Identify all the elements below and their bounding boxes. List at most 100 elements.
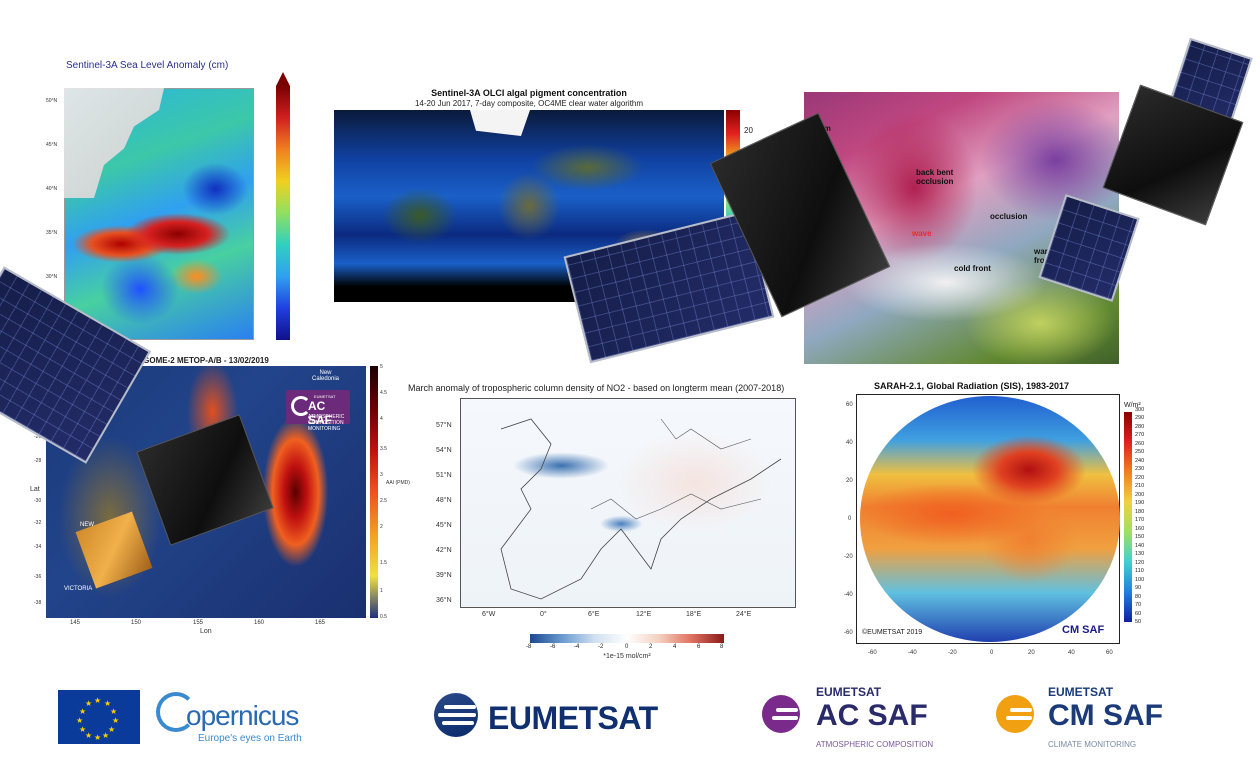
gome2-cbar-tick: 4.5	[380, 390, 387, 396]
gome2-colorbar	[370, 366, 378, 618]
cmsaf-top-label: EUMETSAT	[1048, 685, 1114, 699]
gome2-place-victoria: VICTORIA	[64, 586, 93, 592]
no2-colorbar	[530, 634, 724, 643]
no2-lat-tick: 39°N	[436, 572, 452, 579]
no2-cbar-tick: 4	[673, 644, 677, 650]
sarah-cbar-tick: 240	[1135, 457, 1145, 464]
no2-lon-tick: 24°E	[736, 611, 752, 618]
sarah-colorbar	[1124, 412, 1132, 622]
copernicus-name: opernicus	[186, 700, 299, 731]
no2-lon-tick: 6°W	[482, 611, 496, 618]
no2-cbar-tick: 8	[720, 644, 724, 650]
eu-star-icon: ★	[104, 699, 112, 708]
gome2-y-tick: -34	[34, 544, 42, 550]
no2-cbar-tick: -4	[574, 644, 580, 650]
no2-lat-tick: 42°N	[436, 547, 452, 554]
gome2-y-tick: -36	[34, 574, 42, 580]
sarah-cbar-tick: 80	[1135, 593, 1142, 600]
sarah-x-tick: -40	[908, 650, 917, 656]
gome2-y-tick: -38	[34, 600, 42, 606]
eu-star-icon: ★	[79, 707, 87, 716]
fronts-label-cold-front: cold front	[954, 264, 991, 273]
no2-lat-tick: 45°N	[436, 522, 452, 529]
no2-lon-tick: 12°E	[636, 611, 652, 618]
sea-level-colorbar	[276, 86, 290, 340]
gome2-cbar-tick: 1.5	[380, 560, 387, 566]
sarah-unit: W/m²	[1124, 402, 1141, 409]
gome2-y-tick: -32	[34, 520, 42, 526]
sarah-cbar-tick: 70	[1135, 602, 1142, 609]
sea-level-lat-tick: 50°N	[46, 98, 58, 104]
algal-cbar-tick: 20	[744, 126, 753, 135]
fronts-label-wave: wave	[912, 229, 932, 238]
sarah-y-tick: -60	[844, 630, 853, 636]
sarah-cbar-tick: 280	[1135, 423, 1145, 430]
sarah-x-tick: -60	[868, 650, 877, 656]
gome2-y-tick: -28	[34, 458, 42, 464]
acsaf-name: AC SAF	[816, 699, 928, 732]
no2-cbar-unit: *1e-15 mol/cm²	[603, 653, 651, 660]
gome2-xlabel: Lon	[200, 628, 212, 635]
gome2-place-new-caledonia: New Caledonia	[312, 370, 340, 382]
sarah-y-tick: 60	[846, 402, 853, 408]
sarah-cbar-tick: 250	[1135, 449, 1145, 456]
sarah-cbar-tick: 300	[1135, 407, 1145, 413]
cmsaf-stripe	[1006, 716, 1032, 720]
no2-cbar-tick: -2	[598, 644, 604, 650]
no2-cbar-tick: 0	[625, 644, 629, 650]
cmsaf-swirl-icon	[996, 695, 1034, 733]
gome2-title: GOME-2 METOP-A/B - 13/02/2019	[143, 356, 269, 365]
sarah-y-tick: -40	[844, 592, 853, 598]
gome2-cbar-tick: 2	[380, 524, 383, 530]
sarah-cbar-tick: 200	[1135, 491, 1145, 498]
gome2-logo-top: EUMETSAT	[314, 394, 336, 399]
gome2-x-tick: 165	[315, 620, 326, 626]
eumetsat-globe-icon	[434, 693, 478, 737]
gome2-logo-name: AC SAF	[308, 399, 332, 427]
no2-cbar-tick: 6	[697, 644, 701, 650]
no2-lat-tick: 54°N	[436, 447, 452, 454]
sea-level-lat-tick: 45°N	[46, 142, 58, 148]
eu-star-icon: ★	[102, 731, 110, 740]
no2-cbar-tick: 2	[649, 644, 653, 650]
gome2-cbar-tick: 1	[380, 588, 383, 594]
sarah-cbar-tick: 220	[1135, 474, 1145, 481]
gome2-x-tick: 150	[131, 620, 142, 626]
eu-star-icon: ★	[112, 716, 120, 725]
no2-lat-tick: 51°N	[436, 472, 452, 479]
eu-star-icon: ★	[94, 733, 102, 742]
sarah-cbar-tick: 130	[1135, 551, 1145, 558]
algal-title: Sentinel-3A OLCI algal pigment concentra…	[431, 88, 627, 98]
gome2-cbar-tick: 5	[380, 364, 383, 370]
fronts-label-back-bent-occlusion: back bent occlusion	[916, 168, 954, 186]
eumetsat-stripe	[442, 721, 474, 725]
sarah-cmsaf-logo: CM SAF	[1062, 624, 1105, 636]
gome2-cbar-label: AAI (PMD)	[386, 480, 410, 486]
no2-lon-tick: 6°E	[588, 611, 600, 618]
acsaf-swirl-icon	[762, 695, 800, 733]
sarah-x-tick: 60	[1106, 650, 1113, 656]
eu-star-icon: ★	[79, 725, 87, 734]
gome2-y-tick: -30	[34, 498, 42, 504]
sarah-y-tick: 20	[846, 478, 853, 484]
sarah-x-tick: -20	[948, 650, 957, 656]
sarah-cbar-tick: 180	[1135, 508, 1145, 515]
gome2-logo-sub: ATMOSPHERIC COMPOSITION MONITORING	[308, 414, 345, 432]
sarah-x-tick: 40	[1068, 650, 1075, 656]
sarah-cbar-tick: 170	[1135, 517, 1145, 524]
eu-star-icon: ★	[108, 725, 116, 734]
cmsaf-stripe	[1010, 708, 1032, 712]
sea-level-lat-tick: 30°N	[46, 274, 58, 280]
sarah-cbar-tick: 150	[1135, 534, 1145, 541]
acsaf-stripe	[772, 716, 798, 720]
sarah-y-tick: 0	[848, 516, 852, 522]
sarah-cbar-tick: 230	[1135, 466, 1145, 473]
copernicus-tagline: Europe's eyes on Earth	[198, 733, 302, 744]
acsaf-stripe	[776, 708, 798, 712]
gome2-ylabel: Lat	[30, 486, 40, 493]
eumetsat-stripe	[444, 705, 476, 709]
gome2-y-tick: -26	[34, 434, 42, 440]
sarah-cbar-tick: 290	[1135, 415, 1145, 422]
sarah-cbar-tick: 100	[1135, 576, 1145, 583]
